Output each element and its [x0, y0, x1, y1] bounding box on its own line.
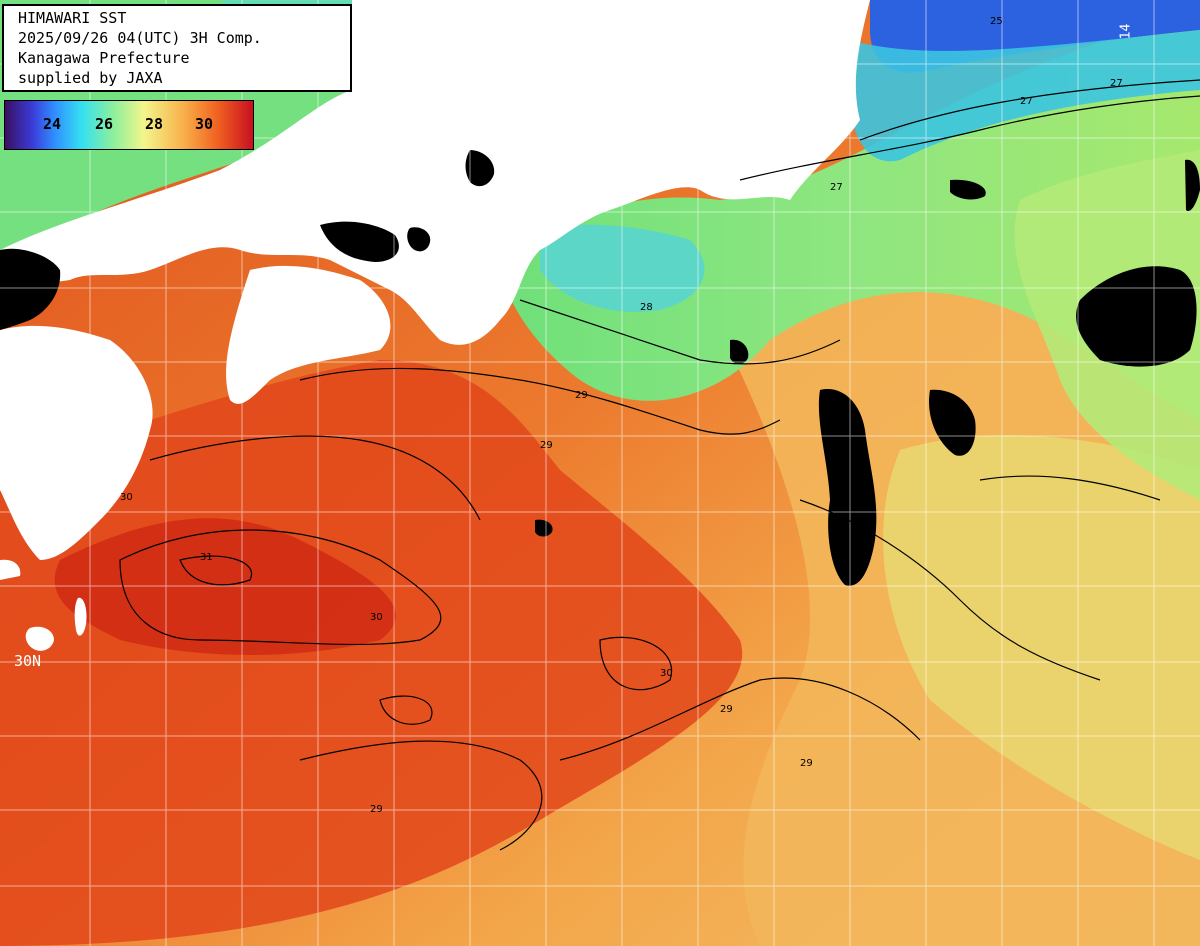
contour-label: 29	[720, 704, 733, 715]
contour-30-core	[119, 529, 442, 646]
land-island-tanegashima	[74, 597, 87, 636]
contour-label: 31	[200, 552, 213, 563]
contour-label: 27	[1020, 96, 1033, 107]
contour-29-west-small	[379, 695, 433, 725]
hot-core-region	[54, 518, 396, 655]
title-box: HIMAWARI SST 2025/09/26 04(UTC) 3H Comp.…	[2, 4, 352, 92]
land-island-west	[0, 559, 21, 580]
contour-labels: 29 29 30 30 29 29 29 25 27 27 28 27 31 3…	[120, 16, 1123, 815]
contour-29-coastal	[299, 367, 781, 435]
title-line-3: Kanagawa Prefecture	[18, 49, 190, 67]
contour-29-south	[559, 677, 921, 761]
land-shikoku	[226, 265, 391, 404]
contour-28-north	[519, 299, 841, 365]
contour-26-north	[859, 79, 1200, 141]
land-island-small	[25, 626, 54, 651]
contour-label: 25	[990, 16, 1003, 27]
contour-label: 27	[1110, 78, 1123, 89]
contour-30-island	[599, 636, 673, 691]
contour-label: 30	[370, 612, 383, 623]
cyan-northeast-region	[847, 30, 1200, 162]
cloud-mask-group	[0, 150, 1200, 586]
longitude-label: 14	[1118, 23, 1134, 40]
contour-27-north	[739, 95, 1200, 181]
title-line-4: supplied by JAXA	[18, 69, 163, 87]
contour-label: 29	[800, 758, 813, 769]
latitude-label: 30N	[14, 652, 42, 670]
land-honshu	[0, 0, 870, 345]
contour-label: 29	[540, 440, 553, 451]
contour-28-east	[979, 475, 1161, 501]
warm-core-region	[0, 360, 743, 946]
contour-label: 28	[640, 302, 653, 313]
scale-label-28: 28	[145, 115, 164, 133]
scale-label-24: 24	[43, 115, 62, 133]
contour-label: 27	[830, 182, 843, 193]
contour-label: 29	[370, 804, 383, 815]
scale-label-30: 30	[195, 115, 214, 133]
yellow-band-region	[883, 435, 1200, 860]
contour-31-core	[179, 555, 253, 586]
contour-label: 29	[575, 390, 588, 401]
color-scale-legend: 24 26 28 30	[4, 100, 254, 150]
land-kyushu	[0, 325, 153, 560]
contour-label: 30	[660, 668, 673, 679]
contour-30-west	[149, 435, 481, 521]
title-line-1: HIMAWARI SST	[18, 9, 127, 27]
contour-30-south	[299, 740, 543, 851]
title-line-2: 2025/09/26 04(UTC) 3H Comp.	[18, 29, 262, 47]
contour-label: 30	[120, 492, 133, 503]
scale-label-26: 26	[95, 115, 114, 133]
isotherm-contours	[119, 79, 1200, 851]
contour-29-east	[799, 499, 1101, 681]
